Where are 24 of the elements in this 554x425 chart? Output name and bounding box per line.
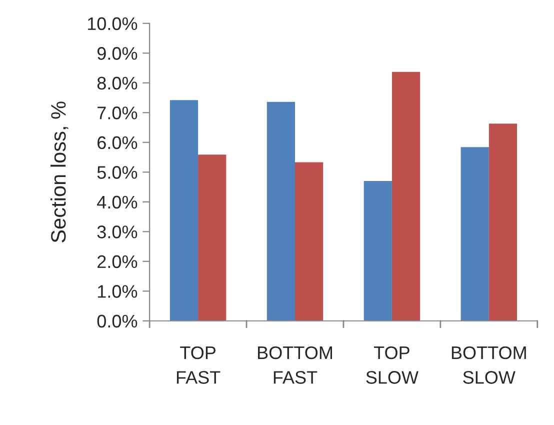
y-tick-label: 10.0%: [88, 17, 138, 30]
x-tick-label: BOTTOM SLOW: [452, 346, 526, 384]
x-tick-label: TOP SLOW: [366, 346, 418, 384]
x-tick-label: BOTTOM FAST: [258, 346, 332, 384]
bar: [170, 100, 198, 321]
y-tick-label: 2.0%: [98, 255, 138, 268]
bar: [460, 147, 489, 321]
y-tick-label: 0.0%: [97, 314, 138, 328]
bar: [198, 154, 226, 321]
y-tick-label: 6.0%: [98, 136, 138, 150]
y-tick-label: 5.0%: [97, 166, 138, 179]
bar: [488, 124, 518, 321]
bar: [364, 181, 392, 321]
y-tick-label: 3.0%: [97, 226, 138, 238]
bar: [392, 72, 420, 321]
y-tick-label: 7.0%: [98, 106, 138, 120]
y-tick-label: 9.0%: [97, 47, 138, 60]
y-axis-title: Section loss, %: [50, 102, 68, 242]
y-tick-label: 4.0%: [97, 196, 138, 209]
bar: [266, 102, 296, 321]
y-tick-label: 1.0%: [98, 285, 138, 298]
bar: [295, 162, 324, 321]
x-tick-label: TOP FAST: [176, 346, 220, 384]
y-tick-label: 8.0%: [97, 76, 138, 90]
